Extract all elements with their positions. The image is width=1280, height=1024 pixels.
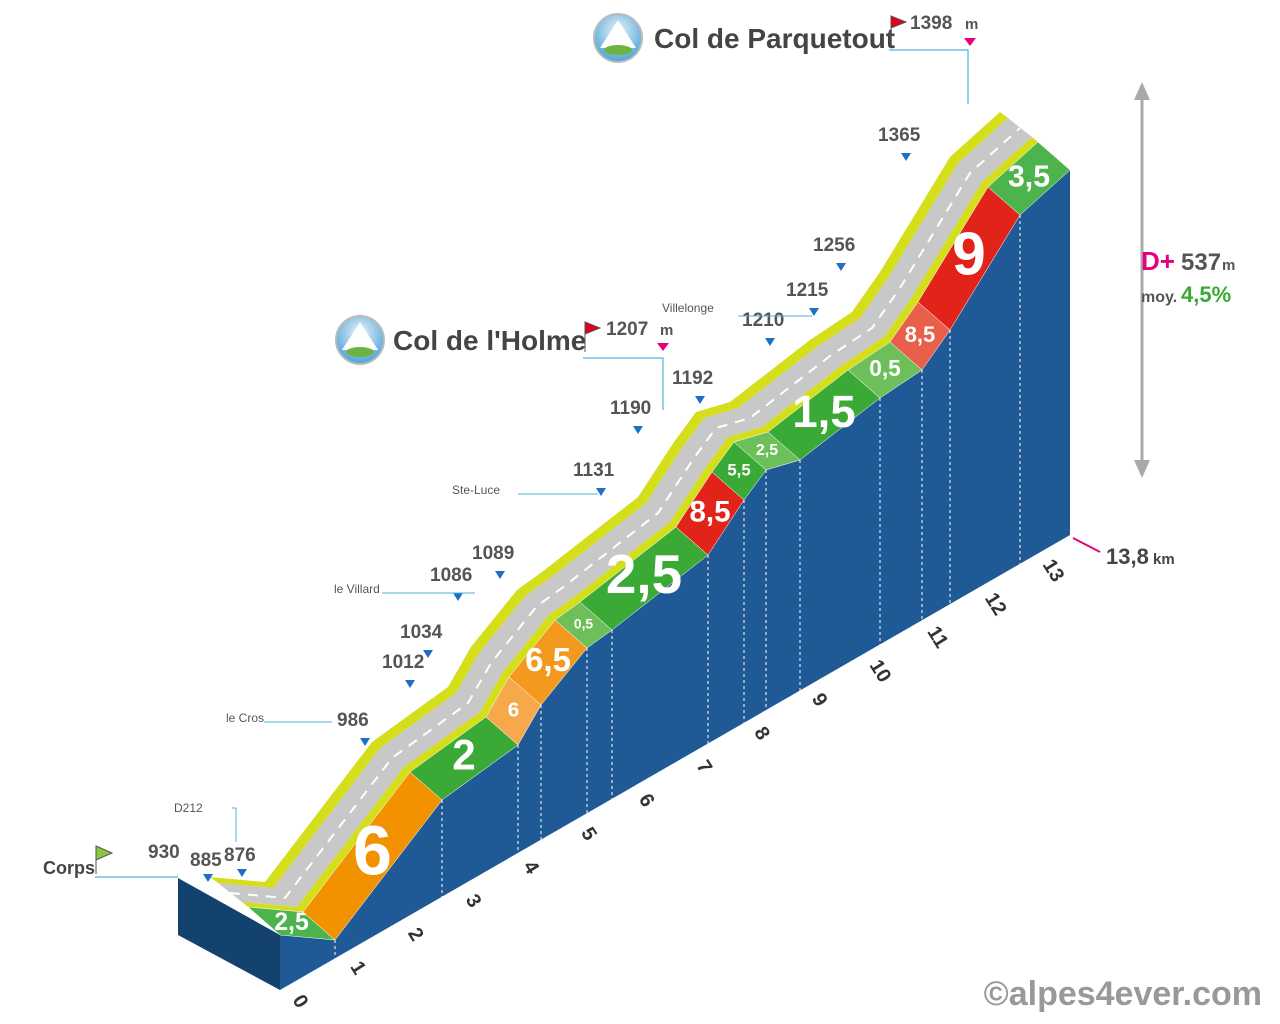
altitude-label: 1192	[672, 368, 713, 389]
km-marker: 0	[288, 991, 313, 1012]
start-flag	[95, 845, 114, 874]
altitude-label: 1012	[382, 652, 424, 673]
start-altitude: 930	[148, 842, 180, 863]
gradient-label: 6	[353, 811, 392, 889]
km-marker: 5	[576, 823, 601, 844]
km-marker: 4	[519, 857, 544, 879]
gradient-label: 2,5	[756, 442, 778, 459]
start-name: Corps	[43, 858, 95, 878]
altitude-label: 885	[190, 850, 222, 871]
altitude-label: 1256	[813, 235, 855, 256]
climb-value: 537	[1181, 249, 1221, 276]
km-marker: 6	[634, 790, 659, 811]
gradient-label: 6,5	[525, 641, 571, 678]
km-marker: 9	[807, 689, 832, 710]
altitude-marker	[495, 571, 505, 579]
gradient-label: 0,5	[574, 616, 594, 632]
credit: ©alpes4ever.com	[984, 975, 1262, 1013]
gradient-label: 8,5	[689, 495, 730, 528]
summit-icon	[335, 315, 385, 365]
km-marker: 7	[692, 756, 717, 777]
altitude-label: 876	[224, 845, 256, 866]
altitude-label: 1089	[472, 543, 514, 564]
avg-value: 4,5%	[1181, 282, 1231, 307]
altitude-marker	[423, 650, 433, 658]
summit-marker	[657, 343, 669, 351]
altitude-marker	[596, 488, 606, 496]
altitude-marker	[405, 680, 415, 688]
km-marker: 11	[922, 622, 952, 652]
place-label: le Villard	[334, 582, 380, 596]
altitude-marker	[633, 426, 643, 434]
place-label: Villelonge	[662, 301, 714, 315]
distance-value: 13,8	[1106, 544, 1149, 569]
altitude-label: 1086	[430, 565, 472, 586]
altitude-marker	[695, 396, 705, 404]
summit-flag	[890, 15, 908, 46]
place-label: Ste-Luce	[452, 483, 500, 497]
altitude-label: 1215	[786, 280, 829, 301]
gradient-label: 0,5	[869, 355, 901, 381]
gradient-label: 5,5	[727, 460, 750, 479]
km-marker: 8	[749, 723, 774, 744]
side-face	[178, 878, 280, 990]
summit-name: Col de Parquetout	[654, 23, 895, 54]
altitude-marker	[765, 338, 775, 346]
km-marker: 3	[461, 890, 486, 911]
altitude-label: 986	[337, 710, 369, 731]
distance-unit: km	[1153, 551, 1175, 568]
altitude-marker	[901, 153, 911, 161]
km-marker: 13	[1038, 555, 1068, 586]
gradient-label: 2	[452, 732, 475, 779]
km-marker: 1	[345, 957, 370, 978]
summit-flag	[584, 321, 602, 352]
place-label: le Cros	[226, 711, 264, 725]
front-face	[280, 170, 1070, 990]
gradient-label: 8,5	[905, 322, 936, 347]
gradient-label: 2,5	[274, 909, 309, 936]
place-leader	[232, 807, 237, 842]
summit-icon	[593, 13, 643, 63]
gradient-label: 3,5	[1008, 161, 1050, 194]
altitude-label: 1210	[742, 310, 784, 331]
gradient-label: 2,5	[606, 543, 682, 605]
altitude-marker	[809, 308, 819, 316]
altitude-label: 1034	[400, 622, 443, 643]
summit-altitude: 1398	[910, 13, 952, 34]
summit-leader	[583, 357, 664, 410]
road	[218, 118, 1032, 907]
altitude-marker	[237, 869, 247, 877]
climb-unit: m	[1222, 257, 1235, 274]
km-marker: 12	[980, 589, 1010, 620]
altitude-marker	[836, 263, 846, 271]
place-label: D212	[174, 801, 203, 815]
gradient-band	[987, 141, 1071, 216]
summit-altitude: 1207	[606, 319, 648, 340]
altitude-label: 1131	[573, 460, 615, 481]
km-marker: 10	[865, 656, 895, 687]
summit-unit: m	[965, 16, 978, 33]
gradient-label: 6	[508, 698, 520, 721]
climb-label: D+	[1141, 246, 1175, 276]
gradient-label: 1,5	[792, 386, 855, 437]
summit-marker	[964, 38, 976, 46]
distance-pointer	[1072, 537, 1101, 553]
summit-name: Col de l'Holme	[393, 325, 586, 356]
altitude-label: 1365	[878, 125, 921, 146]
gradient-label: 9	[952, 220, 986, 288]
altitude-label: 1190	[610, 398, 651, 419]
summit-leader	[889, 49, 969, 104]
climb-arrow	[1134, 82, 1150, 478]
altitude-marker	[360, 738, 370, 746]
avg-label: moy.	[1141, 289, 1177, 306]
km-marker: 2	[403, 924, 428, 945]
altitude-marker	[203, 874, 213, 882]
altitude-marker	[453, 593, 463, 601]
road-centerline	[229, 127, 1021, 900]
summit-unit: m	[660, 322, 673, 339]
